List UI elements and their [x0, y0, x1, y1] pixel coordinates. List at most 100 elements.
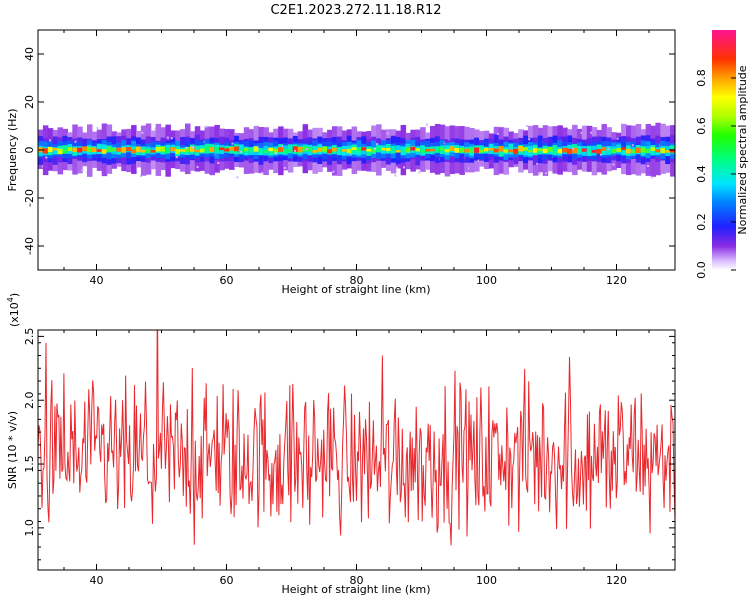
spectrogram-cell: [626, 148, 632, 154]
spectrogram-cell: [67, 147, 73, 152]
spectrogram-speck: [41, 165, 44, 168]
spectrogram-cell: [376, 146, 382, 152]
spectrogram-cell: [444, 149, 451, 153]
spectrogram-cell: [670, 149, 675, 153]
spectrogram-speck: [231, 142, 234, 145]
spectrogram-cell: [488, 147, 495, 151]
spectrogram-speck: [283, 166, 286, 169]
snr-frame: [37, 329, 676, 571]
spectrogram-panel: 40 60 80 100 120 40 20 0 -20 -40 Height of straig…: [6, 29, 676, 296]
snr-multiplier-close: ): [8, 293, 21, 297]
spectrogram-xtick-label: 120: [606, 274, 627, 287]
spectrogram-speck: [350, 153, 353, 156]
colorbar-tick-label: 0.2: [695, 213, 708, 231]
snr-y-label: SNR (10 * v/v): [6, 411, 19, 489]
spectrogram-cell: [581, 148, 588, 152]
snr-x-label: Height of straight line (km): [281, 583, 430, 596]
spectrogram-x-label: Height of straight line (km): [281, 283, 430, 296]
spectrogram-speck: [49, 139, 52, 142]
spectrogram-xtick-label: 80: [350, 274, 364, 287]
colorbar-tick-label: 0.0: [695, 261, 708, 279]
spectrogram-cell: [52, 147, 59, 151]
spectrogram-cell: [224, 148, 230, 152]
spectrogram-speck: [240, 150, 243, 153]
spectrogram-cell: [165, 148, 171, 154]
spectrogram-cell: [601, 147, 607, 151]
snr-multiplier-exp: 4: [6, 297, 15, 302]
snr-xtick-label: 80: [350, 574, 364, 587]
spectrogram-cell: [229, 146, 235, 151]
spectrogram-speck: [468, 167, 471, 170]
spectrogram-speck: [257, 146, 260, 149]
spectrogram-xtick-label: 60: [220, 274, 234, 287]
spectrogram-cell: [234, 146, 240, 152]
spectrogram-cell: [170, 147, 176, 152]
spectrogram-cell: [204, 146, 211, 152]
spectrogram-cell: [77, 147, 83, 153]
spectrogram-speck: [418, 171, 421, 174]
spectrogram-cell: [596, 144, 603, 153]
spectrogram-speck: [536, 162, 539, 165]
spectrogram-cell: [572, 147, 578, 154]
spectrogram-speck: [600, 153, 603, 156]
spectrogram-cell: [616, 148, 622, 153]
spectrogram-speck: [217, 162, 220, 165]
spectrogram-cell: [47, 146, 54, 153]
snr-xtick-label: 100: [476, 574, 497, 587]
spectrogram-cell: [557, 148, 563, 154]
spectrogram-speck: [650, 176, 653, 179]
spectrogram-speck: [526, 125, 529, 128]
spectrogram-cell: [508, 143, 514, 155]
spectrogram-cell: [263, 149, 269, 153]
spectrogram-cell: [361, 147, 367, 151]
spectrogram-speck: [538, 172, 541, 175]
spectrogram-cell: [351, 147, 358, 151]
spectrogram-cell: [72, 147, 78, 152]
spectrogram-cell: [523, 147, 529, 151]
spectrogram-speck: [196, 166, 199, 169]
spectrogram-xtick-label: 40: [90, 274, 104, 287]
spectrogram-cell: [42, 148, 49, 154]
spectrogram-cell: [430, 148, 436, 152]
spectrogram-cell: [346, 148, 353, 154]
spectrogram-cell: [508, 149, 514, 153]
snr-multiplier: (x104): [6, 293, 21, 327]
spectrogram-cell: [248, 147, 255, 153]
spectrogram-cell: [175, 148, 181, 154]
colorbar-gradient: [712, 30, 736, 270]
spectrogram-cell: [283, 148, 289, 154]
spectrogram-cell: [145, 148, 152, 154]
spectrogram-cell: [415, 148, 421, 152]
spectrogram-cell: [405, 147, 411, 153]
spectrogram-cell: [180, 149, 186, 152]
spectrogram-cell: [645, 148, 652, 154]
spectrogram-speck: [402, 166, 405, 169]
spectrogram-speck: [305, 147, 308, 150]
spectrogram-cell: [400, 148, 407, 152]
colorbar-label: Normalized spectral amplitude: [736, 65, 749, 234]
spectrogram-cell: [336, 147, 343, 152]
spectrogram-speck: [96, 127, 99, 130]
spectrogram-cell: [660, 147, 666, 154]
spectrogram-cell: [425, 148, 431, 152]
spectrogram-cell: [101, 149, 108, 154]
spectrogram-speck: [528, 138, 531, 141]
snr-multiplier-base: (x10: [8, 302, 21, 327]
spectrogram-speck: [185, 147, 188, 150]
spectrogram-speck: [496, 133, 499, 136]
spectrogram-cell: [537, 148, 544, 152]
spectrogram-cell: [395, 145, 402, 153]
spectrogram-cell: [258, 150, 264, 153]
spectrogram-cell: [381, 147, 387, 151]
spectrogram-cell: [111, 147, 117, 152]
spectrogram-speck: [477, 159, 480, 162]
spectrogram-speck: [81, 169, 84, 172]
spectrogram-cell: [567, 148, 573, 155]
spectrogram-cell: [106, 146, 113, 152]
spectrogram-cell: [640, 147, 647, 153]
spectrogram-speck: [425, 123, 428, 126]
spectrogram-cell: [596, 149, 603, 154]
spectrogram-speck: [572, 147, 575, 150]
spectrogram-cell: [361, 146, 367, 155]
